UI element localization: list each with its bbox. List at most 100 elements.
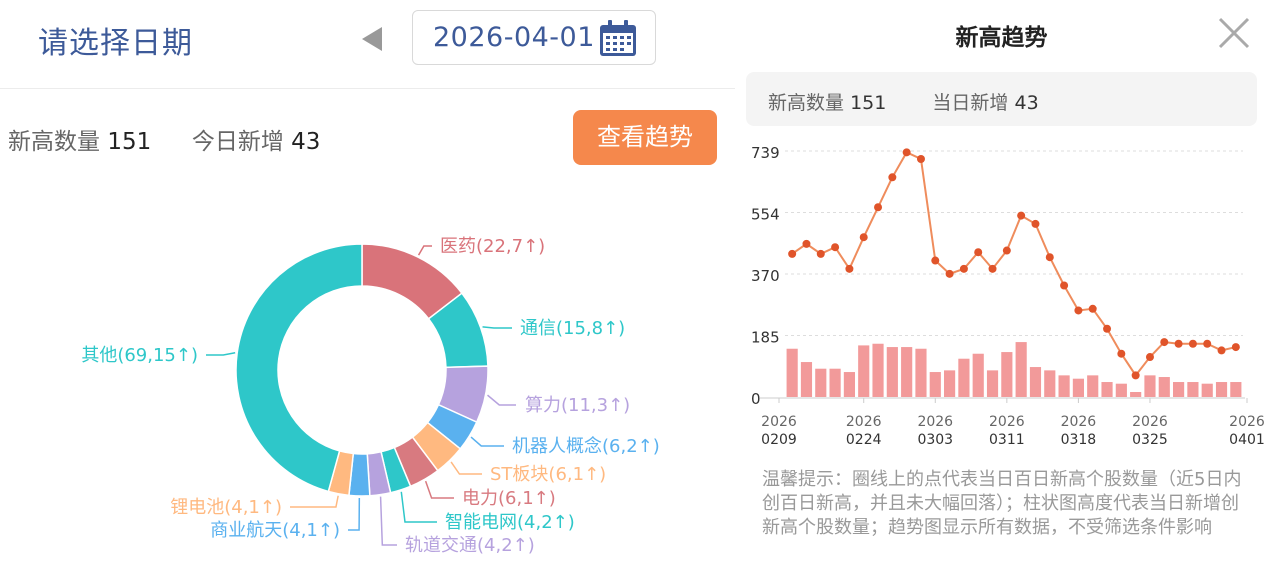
donut-label: 机器人概念(6,2↑) xyxy=(512,435,660,457)
donut-label: 电力(6,1↑) xyxy=(462,488,556,509)
trend-point[interactable] xyxy=(1203,339,1212,348)
x-tick-year: 2026 xyxy=(989,414,1025,430)
trend-bar xyxy=(800,362,813,397)
trend-today-new-value: 43 xyxy=(1014,92,1039,114)
y-tick-label: 185 xyxy=(751,329,780,347)
trend-point[interactable] xyxy=(902,148,911,157)
date-value: 2026-04-01 xyxy=(433,22,595,53)
trend-point[interactable] xyxy=(959,264,968,273)
x-tick-date: 0224 xyxy=(846,432,882,448)
trend-bar xyxy=(815,368,827,397)
x-tick-year: 2026 xyxy=(761,414,797,430)
modal-title: 新高趋势 xyxy=(955,25,1048,51)
trend-bar xyxy=(958,358,970,397)
trend-point[interactable] xyxy=(888,173,897,182)
trend-point[interactable] xyxy=(1088,304,1097,313)
trend-point[interactable] xyxy=(874,203,883,212)
trend-point[interactable] xyxy=(831,243,840,252)
trend-point[interactable] xyxy=(1045,253,1054,262)
trend-stats-text: 新高数量 151 当日新增 43 xyxy=(768,88,1039,115)
trend-bar xyxy=(929,372,941,397)
trend-bar xyxy=(886,347,898,397)
trend-bar xyxy=(858,345,870,397)
trend-bar xyxy=(1215,382,1228,397)
donut-leader-line xyxy=(348,497,361,531)
trend-point[interactable] xyxy=(1074,306,1083,315)
trend-point[interactable] xyxy=(1131,371,1140,380)
trend-point[interactable] xyxy=(1145,353,1154,362)
trend-bar xyxy=(1144,375,1156,397)
donut-leader-line xyxy=(379,496,397,546)
x-tick-date: 0318 xyxy=(1061,432,1097,448)
trend-bar xyxy=(1173,382,1185,397)
calendar-icon xyxy=(600,20,636,56)
donut-label: ST板块(6,1↑) xyxy=(490,464,606,485)
x-tick-year: 2026 xyxy=(1132,414,1168,430)
trend-point[interactable] xyxy=(1117,349,1126,358)
trend-point[interactable] xyxy=(1174,339,1183,348)
trend-new-high-label: 新高数量 xyxy=(768,92,845,114)
trend-bar xyxy=(1230,382,1242,397)
trend-bar xyxy=(1158,377,1170,397)
trend-bar xyxy=(972,353,984,397)
donut-leader-line xyxy=(290,495,339,508)
trend-point[interactable] xyxy=(945,269,954,278)
trend-point[interactable] xyxy=(1231,343,1240,352)
donut-label: 商业航天(4,1↑) xyxy=(210,520,340,541)
donut-slice[interactable] xyxy=(235,243,363,493)
trend-line xyxy=(791,151,1237,378)
donut-leader-line xyxy=(482,326,512,329)
trend-point[interactable] xyxy=(988,264,997,273)
trend-bar xyxy=(786,348,798,397)
triangle-left-icon xyxy=(362,27,382,51)
donut-label: 轨道交通(4,2↑) xyxy=(405,535,535,556)
x-tick-year: 2026 xyxy=(846,414,882,430)
x-tick-year: 2026 xyxy=(917,414,953,430)
trend-bar xyxy=(1015,342,1027,397)
trend-bar xyxy=(1201,383,1213,397)
date-picker[interactable]: 2026-04-01 xyxy=(412,10,656,65)
trend-point[interactable] xyxy=(1103,324,1112,333)
trend-bar xyxy=(1130,392,1142,397)
trend-point[interactable] xyxy=(859,233,868,242)
trend-point[interactable] xyxy=(974,248,983,257)
trend-bar xyxy=(1101,382,1113,397)
trend-point[interactable] xyxy=(1188,339,1197,348)
trend-point[interactable] xyxy=(1217,346,1226,355)
x-tick-year: 2026 xyxy=(1229,414,1265,430)
trend-point[interactable] xyxy=(816,249,825,258)
trend-bar xyxy=(1058,375,1070,397)
donut-label: 锂电池(4,1↑) xyxy=(170,497,282,518)
x-tick-date: 0303 xyxy=(917,432,953,448)
trend-point[interactable] xyxy=(1002,246,1011,255)
donut-label: 算力(11,3↑) xyxy=(525,395,630,416)
trend-point[interactable] xyxy=(1031,219,1040,228)
trend-point[interactable] xyxy=(802,239,811,248)
y-tick-label: 554 xyxy=(751,206,780,224)
trend-new-high-value: 151 xyxy=(850,92,887,114)
x-tick-date: 0311 xyxy=(989,432,1025,448)
trend-point[interactable] xyxy=(1017,211,1026,220)
trend-chart: 7395543701850202602092026022420260303202… xyxy=(751,144,1265,448)
close-button[interactable] xyxy=(1217,16,1251,50)
trend-stats-box: 新高数量 151 当日新增 43 xyxy=(746,72,1257,126)
trend-bar xyxy=(1115,383,1127,397)
trend-bar xyxy=(1087,375,1099,397)
today-new-value: 43 xyxy=(291,129,321,155)
trend-bar xyxy=(901,347,913,397)
view-trend-button[interactable]: 查看趋势 xyxy=(573,110,717,165)
divider xyxy=(0,88,735,89)
trend-point[interactable] xyxy=(788,249,797,258)
trend-point[interactable] xyxy=(845,264,854,273)
trend-point[interactable] xyxy=(1160,338,1169,347)
donut-label: 其他(69,15↑) xyxy=(81,345,198,366)
donut-leader-line xyxy=(487,394,516,406)
donut-leader-line xyxy=(206,352,236,356)
trend-point[interactable] xyxy=(931,256,940,265)
trend-point[interactable] xyxy=(1060,281,1069,290)
trend-bar xyxy=(1044,370,1056,397)
trend-point[interactable] xyxy=(916,154,925,163)
trend-bar xyxy=(1001,352,1013,397)
previous-date-button[interactable] xyxy=(358,24,388,54)
trend-modal: 新高趋势 新高数量 151 当日新增 43 739 554 370 185 0 2026 0… xyxy=(735,0,1268,567)
